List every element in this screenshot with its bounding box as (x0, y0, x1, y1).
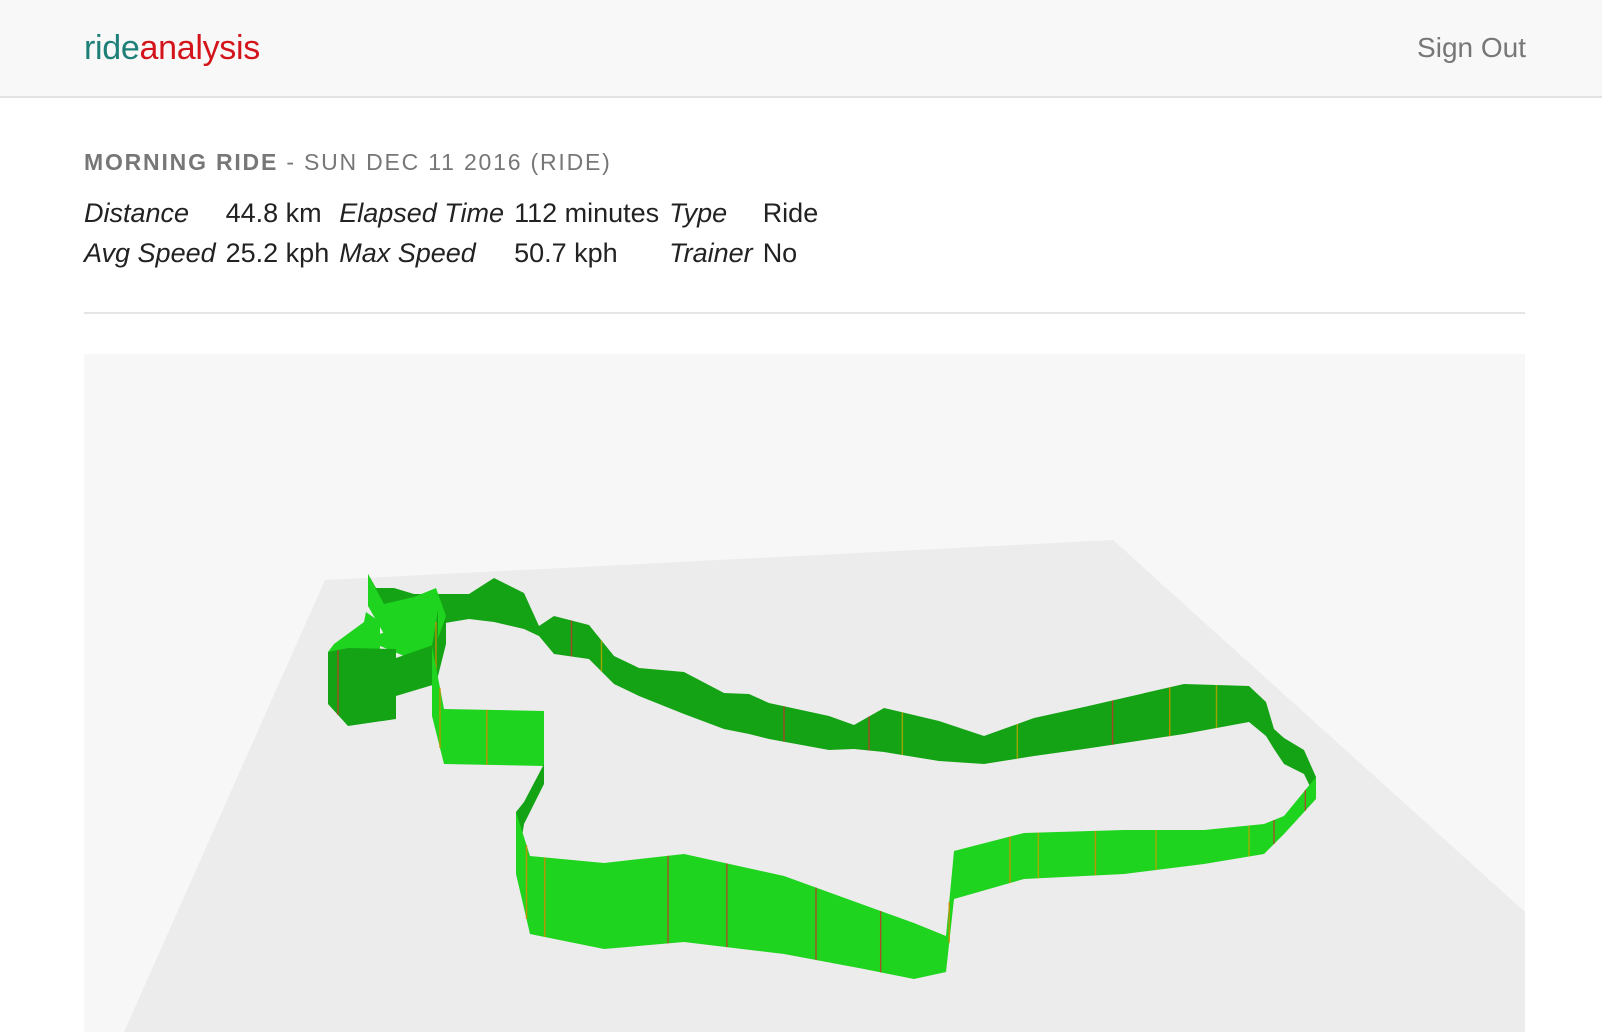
ribbon-segment (749, 694, 769, 739)
sign-out-link[interactable]: Sign Out (1417, 32, 1526, 63)
ribbon-segment (829, 716, 854, 750)
brand-logo[interactable]: rideanalysis (84, 28, 260, 68)
route-3d-canvas[interactable] (84, 354, 1525, 1032)
section-divider (84, 312, 1525, 314)
ribbon-segment (954, 833, 1024, 899)
ribbon-segment (368, 574, 384, 634)
stat-label-type: Type (669, 197, 728, 228)
ribbon-segment (684, 672, 724, 729)
ribbon-segment (396, 644, 436, 696)
ribbon-segment (864, 905, 914, 979)
activity-name: MORNING RIDE (84, 149, 279, 175)
stat-label-trainer: Trainer (669, 237, 753, 268)
ribbon-segment (348, 648, 396, 726)
ribbon-segment (444, 709, 544, 766)
route-3d-viewer[interactable] (84, 354, 1525, 1032)
ribbon-segment (914, 923, 946, 979)
ribbon-segment (366, 612, 380, 654)
ground-plane (124, 540, 1525, 1032)
ribbon-segment (724, 693, 749, 734)
stat-label-distance: Distance (84, 197, 190, 228)
ribbon-segment (1266, 702, 1274, 749)
stat-label-max-speed: Max Speed (339, 237, 476, 268)
stats-row: Avg Speed 25.2 kph Max Speed 50.7 kph Tr… (84, 233, 828, 273)
stat-value-avg-speed: 25.2 kph (225, 237, 330, 268)
activity-date-type: SUN DEC 11 2016 (RIDE) (303, 149, 612, 175)
stat-value-distance: 44.8 km (225, 197, 322, 228)
ribbon-segment (884, 708, 939, 761)
ribbon-segment (1249, 686, 1266, 736)
stat-value-trainer: No (762, 237, 798, 268)
ribbon-segment (530, 856, 604, 949)
activity-heading: MORNING RIDE - SUN DEC 11 2016 (RIDE) (84, 148, 612, 176)
ribbon-segment (494, 578, 524, 629)
stat-value-type: Ride (762, 197, 819, 228)
ribbon-segment (1024, 830, 1124, 879)
stat-value-max-speed: 50.7 kph (514, 237, 618, 268)
stat-label-elapsed-time: Elapsed Time (339, 197, 505, 228)
ribbon-segment (1284, 738, 1304, 774)
ribbon-segment (1084, 684, 1184, 749)
ribbon-segment (946, 851, 954, 972)
ribbon-segment (1034, 707, 1084, 756)
ribbon-segment (784, 876, 864, 969)
ribbon-segment (604, 854, 684, 949)
ribbon-segment (469, 578, 494, 622)
brand-part-analysis: analysis (139, 29, 261, 67)
heading-separator: - (286, 149, 296, 175)
ribbon-segment (539, 616, 554, 654)
ribbon-segment (524, 593, 539, 636)
stats-row: Distance 44.8 km Elapsed Time 112 minute… (84, 193, 828, 233)
ribbon-segment (614, 656, 639, 696)
ribbon-segment (639, 668, 684, 714)
ribbon-segment (432, 646, 444, 764)
ribbon-segment (1284, 777, 1316, 834)
ribbon-segment (939, 721, 984, 764)
ribbon-segment (1124, 830, 1204, 874)
brand-part-ride: ride (84, 29, 140, 67)
elevation-ribbon (328, 574, 1316, 979)
ribbon-segment (984, 718, 1034, 764)
ribbon-segment (439, 594, 469, 624)
ribbon-segment (524, 764, 544, 824)
ribbon-segment (1274, 729, 1284, 764)
stat-label-avg-speed: Avg Speed (84, 237, 216, 268)
navbar: rideanalysis Sign Out (0, 0, 1602, 98)
ribbon-segment (684, 854, 784, 954)
stat-value-elapsed-time: 112 minutes (514, 197, 660, 228)
ribbon-segment (436, 616, 446, 684)
activity-stats-table: Distance 44.8 km Elapsed Time 112 minute… (84, 193, 828, 273)
